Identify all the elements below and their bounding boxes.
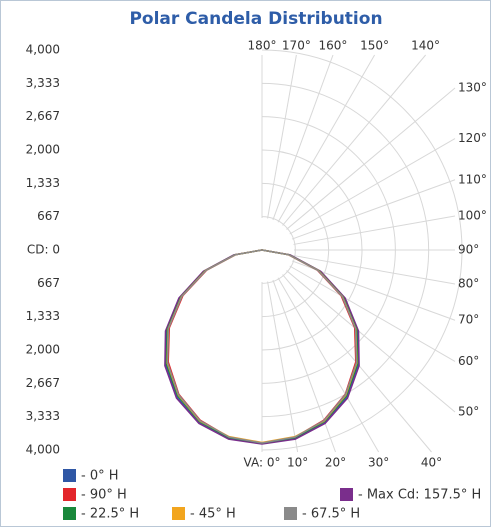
- grid-line: [293, 255, 456, 285]
- series-line: [166, 249, 263, 444]
- legend-swatch: [340, 488, 353, 501]
- r-tick-label: 667: [37, 276, 60, 290]
- r-tick-label: 667: [37, 209, 60, 223]
- angle-tick-label: 110°: [458, 172, 487, 186]
- legend-swatch: [63, 507, 76, 520]
- grid-line: [286, 87, 456, 230]
- grid-line: [272, 54, 334, 221]
- legend-label: - 0° H: [81, 469, 119, 484]
- angle-tick-label: 20°: [325, 456, 346, 470]
- grid-line: [267, 281, 299, 453]
- legend-label: - 90° H: [81, 488, 127, 503]
- grid-line: [293, 215, 456, 245]
- angle-tick-label: 30°: [368, 456, 389, 470]
- angle-tick-label: 120°: [458, 131, 487, 145]
- chart-title: Polar Candela Distribution: [129, 9, 382, 29]
- angle-tick-label: VA: 0°: [244, 456, 281, 470]
- grid-line: [267, 54, 297, 219]
- curves: [164, 249, 360, 445]
- r-tick-label: CD: 0: [27, 243, 60, 257]
- r-tick-label: 1,333: [26, 176, 60, 190]
- r-tick-label: 4,000: [26, 43, 60, 57]
- angle-tick-label: 140°: [411, 39, 440, 53]
- legend-swatch: [172, 507, 185, 520]
- r-tick-label: 2,000: [26, 143, 60, 157]
- r-tick-label: 2,667: [26, 109, 60, 123]
- angle-tick-label: 100°: [458, 208, 487, 222]
- legend-label: - Max Cd: 157.5° H: [358, 488, 481, 503]
- angle-tick-label: 130°: [458, 81, 487, 95]
- legend-label: - 22.5° H: [81, 507, 139, 522]
- angle-tick-label: 40°: [421, 456, 442, 470]
- grid-line: [291, 179, 456, 240]
- series-line: [261, 249, 358, 444]
- angle-tick-label: 60°: [458, 354, 479, 368]
- angle-tick-label: 70°: [458, 313, 479, 327]
- angle-tick-label: 150°: [360, 39, 389, 53]
- r-tick-label: 3,333: [26, 409, 60, 423]
- legend-label: - 67.5° H: [302, 507, 360, 522]
- grid-line: [289, 265, 456, 362]
- r-tick-label: 2,667: [26, 376, 60, 390]
- grid-line: [277, 54, 376, 223]
- r-tick-label: 1,333: [26, 309, 60, 323]
- grid-line: [289, 138, 456, 235]
- r-tick-label: 3,333: [26, 76, 60, 90]
- angle-tick-label: 180°: [248, 39, 277, 53]
- angle-tick-label: 50°: [458, 404, 479, 418]
- legend-swatch: [284, 507, 297, 520]
- angle-tick-label: 170°: [282, 39, 311, 53]
- grid-line: [282, 54, 427, 226]
- r-tick-label: 4,000: [26, 443, 60, 457]
- legend: - 0° H - 90° H - Max Cd: 157.5° H - 22.5° H…: [63, 469, 481, 522]
- grid-line: [286, 270, 456, 413]
- grid-circle: [261, 49, 463, 451]
- r-tick-label: 2,000: [26, 343, 60, 357]
- legend-swatch: [63, 469, 76, 482]
- legend-swatch: [63, 488, 76, 501]
- legend-label: - 45° H: [190, 507, 236, 522]
- angle-tick-label: 160°: [319, 39, 348, 53]
- angle-tick-label: 80°: [458, 277, 479, 291]
- grid-line: [277, 277, 380, 453]
- angle-tick-label: 10°: [287, 456, 308, 470]
- angle-tick-label: 90°: [458, 243, 479, 257]
